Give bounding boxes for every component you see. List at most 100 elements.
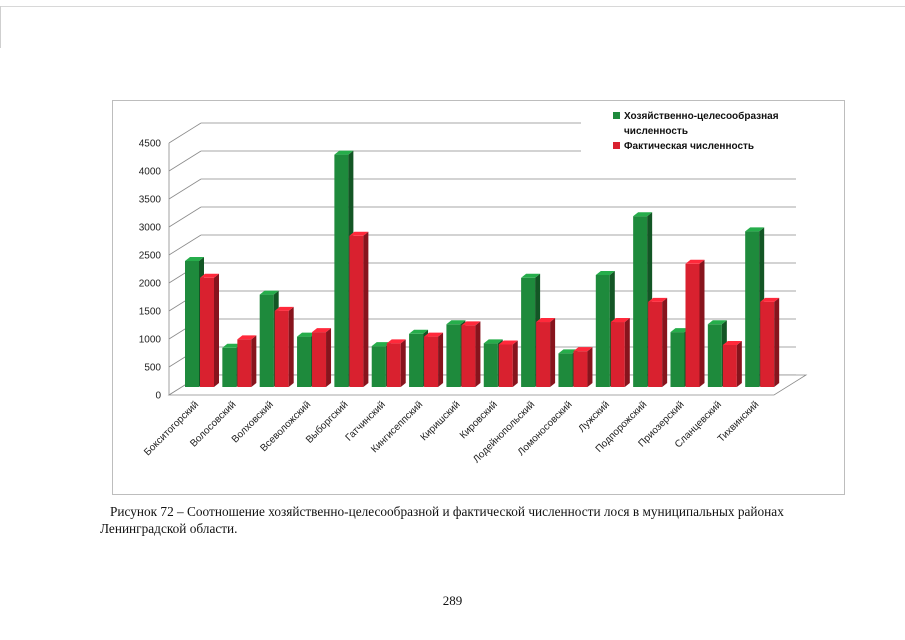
bar-top — [521, 273, 541, 278]
bar-top — [610, 318, 630, 323]
bar-top — [745, 227, 765, 232]
y-tick-label: 4000 — [139, 167, 162, 178]
bar-front — [722, 345, 737, 387]
bar-front — [595, 275, 610, 387]
bar-front — [573, 351, 588, 387]
bar-front — [334, 154, 349, 387]
bar-side — [288, 306, 294, 387]
bar-front — [685, 263, 700, 387]
bar-top — [259, 290, 279, 295]
scan-top-edge — [0, 6, 905, 7]
bar-chart: 0 500 1000 1500 2000 2500 3000 3500 4000 4500 Бокс… — [139, 110, 808, 465]
bar-side — [587, 347, 593, 387]
bar-top — [633, 212, 653, 217]
bar-top — [685, 259, 705, 264]
bar-side — [774, 297, 780, 387]
bar-front — [386, 343, 401, 387]
bar-front — [259, 294, 274, 387]
bar-front — [409, 333, 424, 387]
y-tick-label: 3000 — [139, 223, 162, 234]
bar-top — [409, 329, 429, 334]
bar-front — [446, 324, 461, 387]
bar-top — [573, 347, 593, 352]
bar-side — [550, 318, 556, 387]
bar-front — [745, 231, 760, 387]
bar-front — [185, 261, 199, 387]
bar-front — [633, 216, 648, 387]
bar-front — [536, 322, 551, 387]
bar-top — [648, 297, 668, 302]
bar-front — [222, 347, 237, 387]
legend-swatch — [613, 142, 620, 149]
bar-top — [185, 257, 204, 261]
y-tick-label: 2000 — [139, 279, 162, 290]
bar-side — [699, 259, 705, 387]
bar-front — [498, 344, 513, 387]
bar-front — [349, 235, 364, 387]
bar-top — [595, 271, 615, 275]
category-label: Лужский — [577, 399, 612, 434]
chart-frame: 0 500 1000 1500 2000 2500 3000 3500 4000 4500 Бокс… — [112, 100, 845, 495]
bar-front — [648, 301, 663, 387]
figure-caption: Рисунок 72 – Соотношение хозяйственно-це… — [100, 504, 784, 536]
bar-front — [558, 353, 573, 387]
bar-side — [475, 321, 481, 387]
legend-label: численность — [624, 126, 688, 137]
bar-front — [461, 325, 476, 387]
bar-front — [707, 324, 722, 387]
bar-top — [446, 320, 466, 325]
bar-front — [670, 332, 685, 387]
bar-top — [722, 341, 742, 345]
page-number: 289 — [442, 593, 463, 608]
y-tick-label: 4500 — [139, 139, 162, 150]
bar-front — [521, 277, 536, 387]
bar-front — [424, 336, 439, 387]
bar-side — [512, 340, 518, 387]
y-tick-label: 1000 — [139, 335, 162, 346]
bar-front — [274, 310, 289, 387]
bar-front — [312, 332, 327, 387]
bar-top — [461, 321, 481, 326]
bar-front — [200, 277, 214, 387]
bar-front — [297, 336, 312, 387]
y-tick-label: 2500 — [139, 251, 162, 262]
bar-side — [400, 339, 406, 387]
bar-front — [610, 322, 625, 387]
bar-front — [371, 346, 386, 387]
bar-top — [424, 332, 444, 337]
side-gridline — [168, 178, 202, 200]
side-gridline — [168, 150, 202, 172]
bar-top — [297, 332, 317, 337]
bar-side — [438, 332, 444, 387]
bar-side — [736, 341, 742, 387]
category-label: Бокситогорский — [142, 399, 201, 458]
bar-top — [312, 328, 332, 333]
bar-top — [334, 150, 354, 155]
bar-front — [483, 343, 498, 387]
side-gridline — [168, 206, 202, 228]
bar-top — [670, 328, 690, 333]
side-gridline — [168, 234, 202, 256]
side-gridline — [168, 122, 202, 144]
bar-front — [760, 301, 775, 387]
bar-front — [237, 339, 252, 387]
bar-top — [536, 318, 556, 323]
bar-top — [200, 273, 219, 278]
legend-label: Хозяйственно-целесообразная — [624, 110, 779, 122]
bar-top — [498, 340, 518, 345]
bar-top — [274, 306, 294, 311]
legend-swatch — [613, 112, 620, 119]
bar-top — [760, 297, 780, 302]
category-label: Киришский — [419, 399, 463, 443]
y-tick-label: 500 — [144, 363, 161, 374]
bar-top — [558, 349, 578, 354]
bar-top — [371, 342, 391, 347]
bar-top — [349, 231, 369, 236]
bar-side — [662, 297, 668, 387]
bar-side — [363, 231, 369, 387]
bar-top — [237, 335, 257, 340]
bar-side — [214, 273, 219, 387]
bar-top — [707, 320, 727, 325]
y-tick-label: 1500 — [139, 307, 162, 318]
bar-side — [251, 335, 257, 387]
